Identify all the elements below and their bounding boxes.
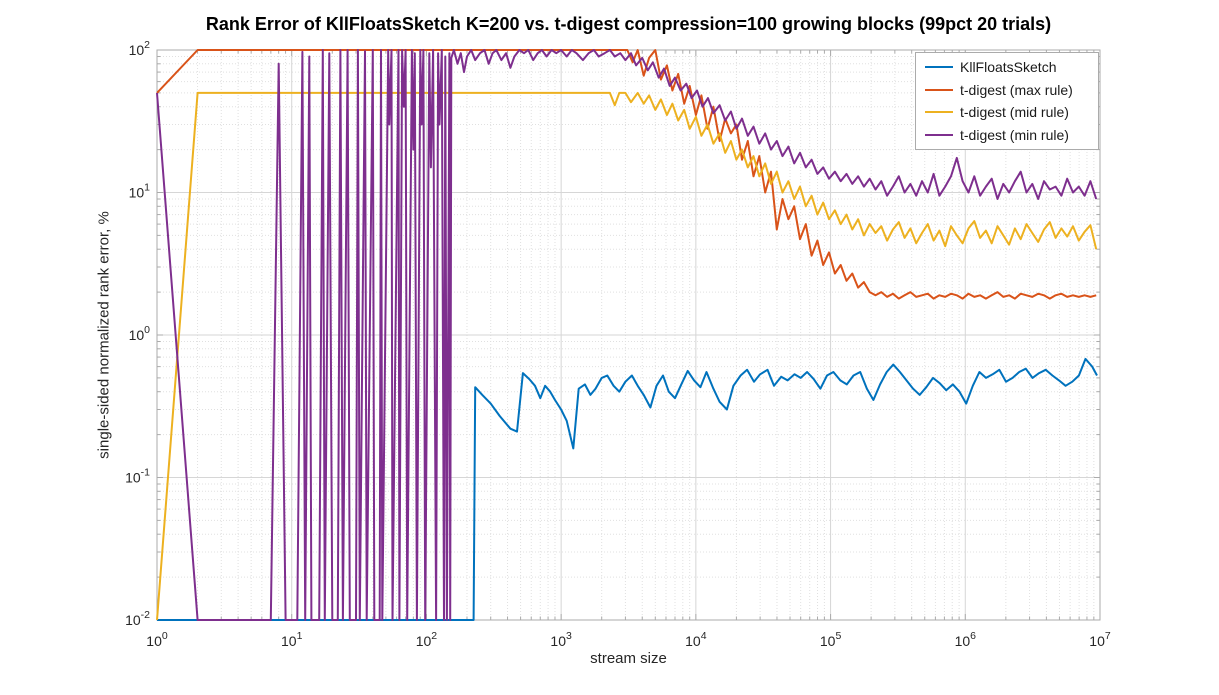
svg-text:100: 100 (129, 324, 151, 343)
svg-text:105: 105 (820, 630, 842, 649)
legend-swatch-tdigest-max (925, 88, 953, 91)
svg-text:101: 101 (281, 630, 303, 649)
series-line-1 (156, 49, 1097, 300)
legend-label: KllFloatsSketch (960, 59, 1057, 76)
svg-text:106: 106 (955, 630, 977, 649)
legend-swatch-kllfloatssketch (925, 66, 953, 69)
legend-swatch-tdigest-mid (925, 111, 953, 114)
series-line-3 (156, 49, 1098, 621)
legend: KllFloatsSketch t-digest (max rule) t-di… (915, 52, 1099, 150)
legend-swatch-tdigest-min (925, 133, 953, 136)
series-line-2 (156, 91, 1098, 621)
chart-title: Rank Error of KllFloatsSketch K=200 vs. … (205, 14, 1052, 34)
svg-text:100: 100 (146, 630, 168, 649)
legend-item-kllfloatssketch: KllFloatsSketch (925, 56, 1098, 79)
legend-label: t-digest (mid rule) (960, 104, 1069, 121)
series-line-0 (157, 357, 1098, 621)
svg-text:107: 107 (1089, 630, 1111, 649)
svg-text:102: 102 (129, 39, 151, 58)
svg-text:10-2: 10-2 (125, 609, 150, 628)
legend-item-tdigest-max: t-digest (max rule) (925, 79, 1098, 102)
svg-text:10-1: 10-1 (125, 467, 150, 486)
x-tick-labels: 100 101 102 103 104 105 106 107 (146, 630, 1111, 649)
legend-label: t-digest (max rule) (960, 81, 1073, 98)
svg-text:104: 104 (685, 630, 707, 649)
y-tick-labels: 102 101 100 10-1 10-2 (125, 39, 150, 628)
y-axis-label: single-sided normalized rank error, % (95, 211, 113, 459)
legend-item-tdigest-min: t-digest (min rule) (925, 124, 1098, 147)
svg-text:103: 103 (550, 630, 572, 649)
legend-item-tdigest-mid: t-digest (mid rule) (925, 101, 1098, 124)
axes-box (156, 49, 1101, 621)
series-lines (156, 49, 1098, 621)
legend-label: t-digest (min rule) (960, 126, 1069, 143)
svg-text:101: 101 (129, 182, 151, 201)
x-axis-label: stream size (590, 650, 667, 667)
axis-ticks (156, 49, 1101, 621)
svg-text:102: 102 (416, 630, 438, 649)
